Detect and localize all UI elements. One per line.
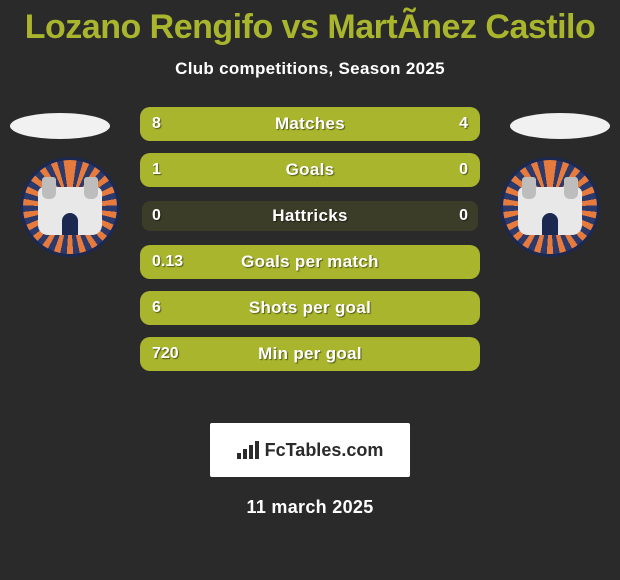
comparison-stage: 84Matches 10Goals 00Hattricks 0.13Goals per… bbox=[0, 107, 620, 407]
brand-text: FcTables.com bbox=[265, 440, 384, 461]
brand-bars-icon bbox=[237, 441, 259, 459]
brand-box: FcTables.com bbox=[210, 423, 410, 477]
crest-castle-icon bbox=[38, 187, 102, 235]
stat-label: Goals per match bbox=[140, 245, 480, 279]
page-title: Lozano Rengifo vs MartÃ­nez Castilo bbox=[0, 0, 620, 47]
player-shadow-right bbox=[510, 113, 610, 139]
stat-label: Matches bbox=[140, 107, 480, 141]
footer-date: 11 march 2025 bbox=[0, 497, 620, 518]
crest-gate-icon bbox=[542, 213, 558, 235]
stat-label: Shots per goal bbox=[140, 291, 480, 325]
stat-row: 0.13Goals per match bbox=[140, 245, 480, 279]
stat-bars: 84Matches 10Goals 00Hattricks 0.13Goals per… bbox=[140, 107, 480, 383]
stat-row: 84Matches bbox=[140, 107, 480, 141]
stat-label: Goals bbox=[140, 153, 480, 187]
club-crest-left bbox=[20, 157, 120, 257]
stat-label: Min per goal bbox=[140, 337, 480, 371]
subtitle: Club competitions, Season 2025 bbox=[0, 59, 620, 79]
club-crest-right bbox=[500, 157, 600, 257]
crest-gate-icon bbox=[62, 213, 78, 235]
player-shadow-left bbox=[10, 113, 110, 139]
stat-row: 720Min per goal bbox=[140, 337, 480, 371]
stat-row: 6Shots per goal bbox=[140, 291, 480, 325]
stat-row: 10Goals bbox=[140, 153, 480, 187]
stat-row: 00Hattricks bbox=[140, 199, 480, 233]
stat-label: Hattricks bbox=[140, 199, 480, 233]
crest-castle-icon bbox=[518, 187, 582, 235]
